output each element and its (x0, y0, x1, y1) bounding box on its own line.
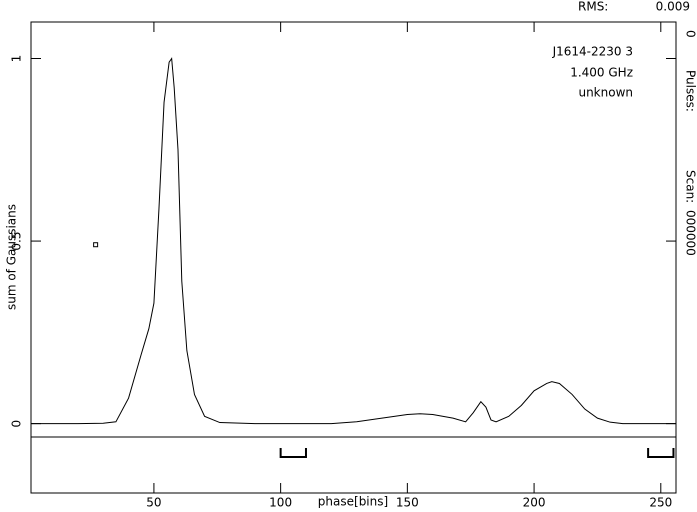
annotation: 1.400 GHz (570, 66, 633, 80)
pulses-value: 0 (684, 30, 697, 38)
x-axis-label: phase[bins] (318, 495, 388, 509)
scan-label: Scan: (684, 170, 697, 203)
rms-label: RMS: (578, 0, 608, 14)
annotation: unknown (578, 86, 633, 100)
x-tick-label: 100 (269, 496, 292, 510)
profile-line (31, 57, 676, 425)
x-tick-label: 50 (146, 496, 161, 510)
x-tick-label: 250 (649, 496, 672, 510)
marker-point (93, 242, 99, 248)
window-bracket (647, 448, 675, 458)
pulses-label: Pulses: (684, 70, 697, 112)
scan-value: 000000 (684, 210, 697, 256)
x-tick-label: 150 (396, 496, 419, 510)
x-tick-label: 200 (523, 496, 546, 510)
rms-value: 0.009 (656, 0, 690, 14)
annotation: J1614-2230 3 (552, 45, 633, 59)
window-bracket (279, 448, 307, 458)
y-tick-label: 0 (10, 420, 24, 428)
plot-frame (30, 21, 677, 494)
y-tick-label: 0.5 (10, 232, 24, 251)
y-axis-label: sum of Gaussians (5, 204, 19, 310)
y-tick-label: 1 (10, 55, 24, 63)
